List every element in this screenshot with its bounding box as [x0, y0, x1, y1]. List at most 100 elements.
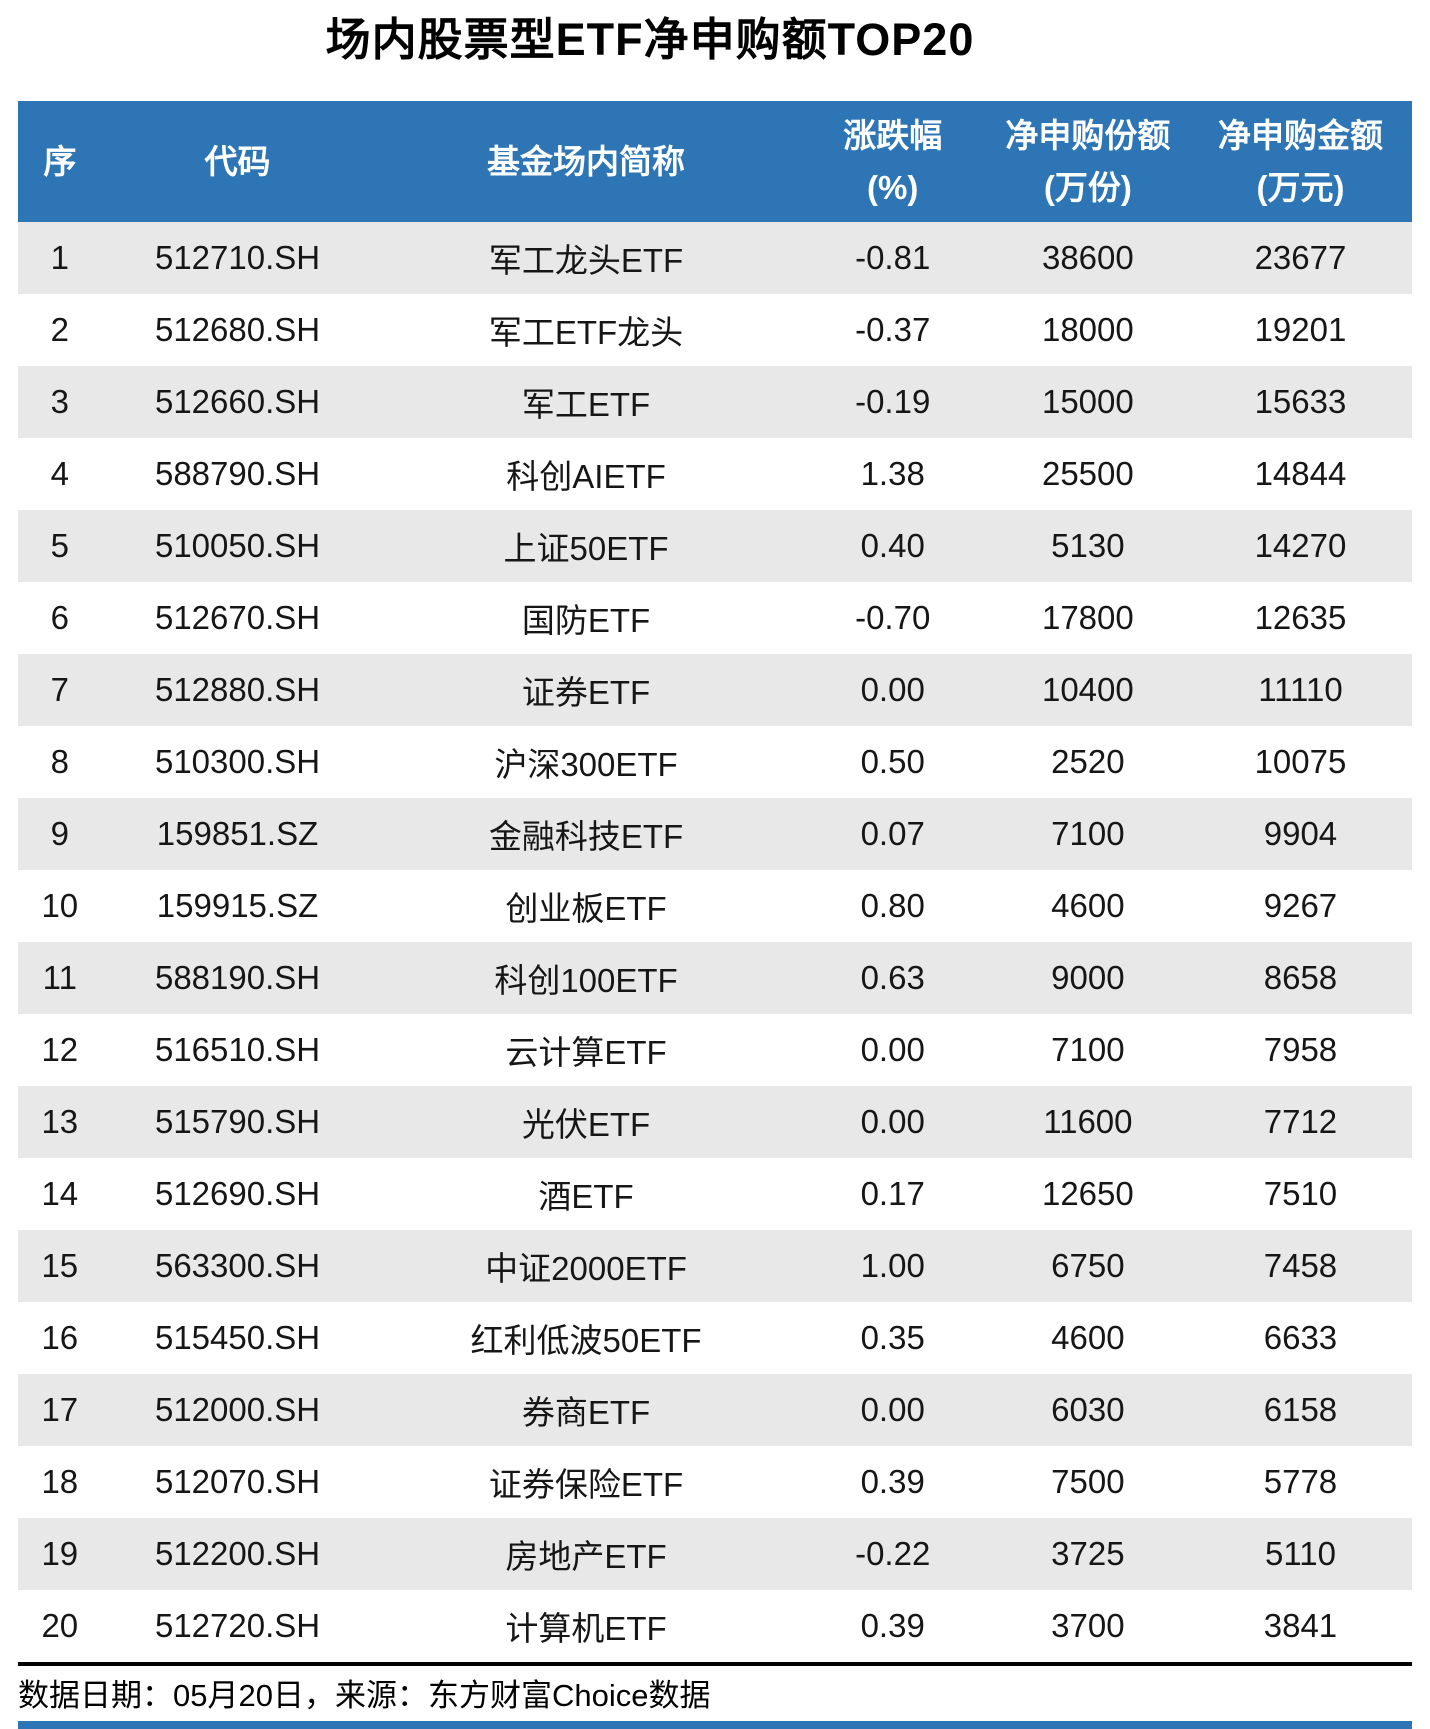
cell-net-shares: 12650	[1041, 1175, 1134, 1212]
cell-code: 515450.SH	[154, 1319, 321, 1356]
cell-net-amount: 6633	[1263, 1319, 1338, 1356]
cell-change: 0.00	[860, 671, 925, 708]
cell-code: 516510.SH	[154, 1031, 321, 1068]
cell-rank: 14	[41, 1175, 79, 1212]
cell-net-amount: 3841	[1263, 1607, 1338, 1644]
cell-fund-name: 军工ETF龙头	[488, 314, 684, 351]
cell-rank: 2	[50, 311, 69, 348]
header-rank-label: 序	[43, 142, 77, 180]
table-row: 2 512680.SH 军工ETF龙头 -0.37 18000 19201	[18, 294, 1412, 366]
cell-change: 0.07	[860, 815, 925, 852]
cell-net-amount: 14270	[1254, 527, 1347, 564]
cell-change: 0.63	[860, 959, 925, 996]
cell-change: -0.19	[855, 383, 931, 420]
cell-fund-name: 金融科技ETF	[488, 818, 684, 855]
cell-code: 512660.SH	[154, 383, 321, 420]
cell-fund-name: 云计算ETF	[505, 1034, 667, 1071]
cell-code: 159915.SZ	[156, 887, 319, 924]
header-net-shares-unit: (万份)	[1043, 168, 1132, 206]
cell-fund-name: 创业板ETF	[505, 890, 667, 927]
cell-change: 0.17	[860, 1175, 925, 1212]
table-row: 16 515450.SH 红利低波50ETF 0.35 4600 6633	[18, 1302, 1412, 1374]
cell-net-amount: 9267	[1263, 887, 1338, 924]
cell-change: -0.70	[855, 599, 931, 636]
cell-fund-name: 计算机ETF	[505, 1610, 667, 1647]
table-row: 3 512660.SH 军工ETF -0.19 15000 15633	[18, 366, 1412, 438]
header-net-amount-unit: (万元)	[1256, 168, 1345, 206]
cell-code: 512200.SH	[154, 1535, 321, 1572]
cell-net-shares: 25500	[1041, 455, 1134, 492]
cell-net-shares: 17800	[1041, 599, 1134, 636]
cell-net-amount: 6158	[1263, 1391, 1338, 1428]
table-header: 序 代码 基金场内简称 涨跌幅 (%) 净申购份额 (万份) 净申购金额	[18, 101, 1412, 222]
cell-net-amount: 19201	[1254, 311, 1347, 348]
cell-rank: 20	[41, 1607, 79, 1644]
cell-fund-name: 军工龙头ETF	[488, 242, 684, 279]
cell-rank: 17	[41, 1391, 79, 1428]
cell-change: 0.00	[860, 1031, 925, 1068]
cell-net-shares: 10400	[1041, 671, 1134, 708]
table-row: 8 510300.SH 沪深300ETF 0.50 2520 10075	[18, 726, 1412, 798]
cell-net-amount: 7712	[1263, 1103, 1338, 1140]
cell-fund-name: 科创100ETF	[494, 962, 678, 999]
cell-net-shares: 15000	[1041, 383, 1134, 420]
cell-net-amount: 23677	[1254, 239, 1347, 276]
cell-fund-name: 房地产ETF	[505, 1538, 667, 1575]
cell-net-amount: 7458	[1263, 1247, 1338, 1284]
cell-net-shares: 3725	[1051, 1535, 1125, 1572]
table-row: 1 512710.SH 军工龙头ETF -0.81 38600 23677	[18, 222, 1412, 294]
cell-net-amount: 14844	[1254, 455, 1347, 492]
cell-code: 512710.SH	[154, 239, 321, 276]
table-row: 15 563300.SH 中证2000ETF 1.00 6750 7458	[18, 1230, 1412, 1302]
header-cell-net-amount: 净申购金额 (万元)	[1188, 101, 1412, 222]
cell-change: -0.37	[855, 311, 931, 348]
cell-rank: 7	[50, 671, 69, 708]
page-title: 场内股票型ETF净申购额TOP20	[325, 14, 975, 65]
cell-fund-name: 证券ETF	[521, 674, 651, 711]
cell-rank: 3	[50, 383, 69, 420]
cell-fund-name: 光伏ETF	[521, 1106, 651, 1143]
cell-net-shares: 4600	[1051, 887, 1125, 924]
cell-change: 0.80	[860, 887, 925, 924]
header-cell-rank: 序	[18, 101, 102, 222]
cell-rank: 15	[41, 1247, 79, 1284]
cell-net-amount: 5778	[1263, 1463, 1338, 1500]
cell-fund-name: 科创AIETF	[506, 458, 666, 495]
cell-rank: 6	[50, 599, 69, 636]
cell-code: 512070.SH	[154, 1463, 321, 1500]
cell-code: 512690.SH	[154, 1175, 321, 1212]
header-net-shares-label: 净申购份额	[1005, 116, 1171, 154]
cell-change: 0.39	[860, 1607, 925, 1644]
table-row: 17 512000.SH 券商ETF 0.00 6030 6158	[18, 1374, 1412, 1446]
cell-fund-name: 上证50ETF	[503, 530, 669, 567]
cell-code: 563300.SH	[154, 1247, 321, 1284]
cell-change: -0.81	[855, 239, 931, 276]
cell-net-shares: 6750	[1051, 1247, 1125, 1284]
header-cell-code: 代码	[101, 101, 374, 222]
cell-rank: 18	[41, 1463, 79, 1500]
table-row: 11 588190.SH 科创100ETF 0.63 9000 8658	[18, 942, 1412, 1014]
cell-fund-name: 红利低波50ETF	[470, 1322, 702, 1359]
cell-code: 510050.SH	[154, 527, 321, 564]
etf-table: 序 代码 基金场内简称 涨跌幅 (%) 净申购份额 (万份) 净申购金额	[18, 101, 1412, 1662]
cell-net-shares: 6030	[1051, 1391, 1125, 1428]
bottom-accent-bar	[18, 1721, 1412, 1729]
cell-net-amount: 8658	[1263, 959, 1338, 996]
cell-rank: 5	[50, 527, 69, 564]
cell-code: 512000.SH	[154, 1391, 321, 1428]
cell-fund-name: 国防ETF	[521, 602, 651, 639]
cell-change: 0.35	[860, 1319, 925, 1356]
table-row: 20 512720.SH 计算机ETF 0.39 3700 3841	[18, 1590, 1412, 1662]
table-row: 13 515790.SH 光伏ETF 0.00 11600 7712	[18, 1086, 1412, 1158]
cell-change: 0.00	[860, 1391, 925, 1428]
cell-change: 0.00	[860, 1103, 925, 1140]
table-row: 4 588790.SH 科创AIETF 1.38 25500 14844	[18, 438, 1412, 510]
table-header-row: 序 代码 基金场内简称 涨跌幅 (%) 净申购份额 (万份) 净申购金额	[18, 101, 1412, 222]
cell-net-amount: 11110	[1258, 671, 1343, 708]
cell-net-amount: 5110	[1264, 1535, 1336, 1572]
cell-fund-name: 券商ETF	[521, 1394, 651, 1431]
cell-net-shares: 9000	[1051, 959, 1125, 996]
cell-code: 512880.SH	[154, 671, 321, 708]
cell-net-amount: 7510	[1263, 1175, 1338, 1212]
table-row: 7 512880.SH 证券ETF 0.00 10400 11110	[18, 654, 1412, 726]
